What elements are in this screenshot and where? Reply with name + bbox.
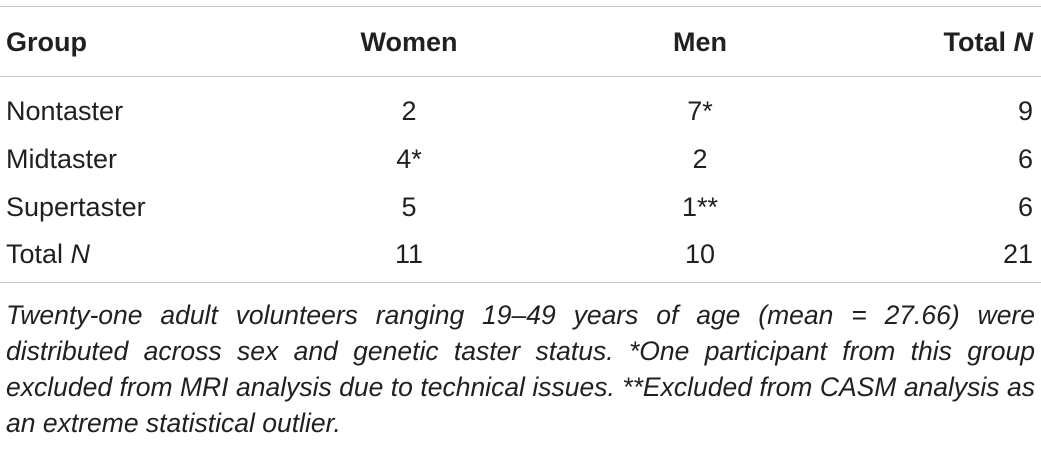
header-total-n-symbol: N <box>1013 27 1034 57</box>
table-row: Supertaster 5 1** 6 <box>0 187 1041 227</box>
cell-total: 6 <box>1017 192 1033 222</box>
cell-men: 2 <box>692 144 708 174</box>
header-men: Men <box>673 27 727 57</box>
cell-women: 11 <box>394 239 424 269</box>
cell-group: Midtaster <box>6 144 118 174</box>
cell-total: 21 <box>1002 239 1033 269</box>
cell-women: 5 <box>401 192 417 222</box>
cell-men: 7* <box>687 96 713 126</box>
table-row: Midtaster 4* 2 6 <box>0 139 1041 179</box>
cell-group-total-n: Total N <box>6 234 90 274</box>
cell-total: 6 <box>1017 144 1033 174</box>
table-top-rule <box>0 6 1041 7</box>
cell-women: 2 <box>401 96 417 126</box>
cell-group-total-label: Total <box>6 239 71 269</box>
cell-group: Supertaster <box>6 192 146 222</box>
cell-group: Nontaster <box>6 96 124 126</box>
table-row-total: Total N 11 10 21 <box>0 234 1041 274</box>
header-total-n: Total N <box>944 22 1034 62</box>
header-group: Group <box>6 27 87 57</box>
table-header-rule <box>0 76 1041 77</box>
table-footnote: Twenty-one adult volunteers ranging 19–4… <box>6 300 1035 438</box>
cell-group-n-symbol: N <box>70 239 91 269</box>
cell-total: 9 <box>1017 96 1033 126</box>
cell-women: 4* <box>396 144 422 174</box>
header-women: Women <box>360 27 458 57</box>
table-header-row: Group Women Men Total N <box>0 22 1041 62</box>
table-bottom-rule <box>0 282 1041 283</box>
cell-men: 1** <box>681 192 719 222</box>
cell-men: 10 <box>684 239 716 269</box>
table-row: Nontaster 2 7* 9 <box>0 91 1041 131</box>
header-total-label: Total <box>943 27 1014 57</box>
